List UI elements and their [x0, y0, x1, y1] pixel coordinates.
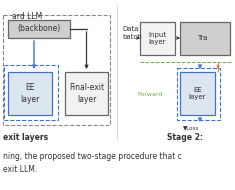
Text: EE
layer: EE layer [20, 83, 40, 104]
Text: Data
batch: Data batch [122, 26, 142, 40]
Text: Stage 2:: Stage 2: [167, 133, 203, 142]
Text: EE
layer: EE layer [189, 87, 206, 100]
Bar [3, 15, 110, 125]
Bar [65, 72, 108, 115]
Bar [140, 22, 175, 55]
Text: Input
layer: Input layer [149, 32, 167, 45]
Text: Forward: Forward [137, 93, 162, 97]
Text: Final-exit
layer: Final-exit layer [69, 83, 104, 104]
Text: (backbone): (backbone) [17, 25, 61, 33]
Bar [180, 22, 230, 55]
Text: exit LLM.: exit LLM. [3, 165, 37, 174]
Bar [8, 72, 52, 115]
Text: ard LLM: ard LLM [12, 12, 42, 21]
Bar [8, 20, 70, 38]
Bar [177, 68, 220, 120]
Bar [4, 65, 58, 120]
Text: exit layers: exit layers [3, 133, 48, 142]
Text: ning, the proposed two-stage procedure that c: ning, the proposed two-stage procedure t… [3, 152, 182, 161]
Text: ▼Loss: ▼Loss [183, 126, 199, 131]
Bar [180, 72, 215, 115]
Text: Tra: Tra [197, 36, 207, 41]
